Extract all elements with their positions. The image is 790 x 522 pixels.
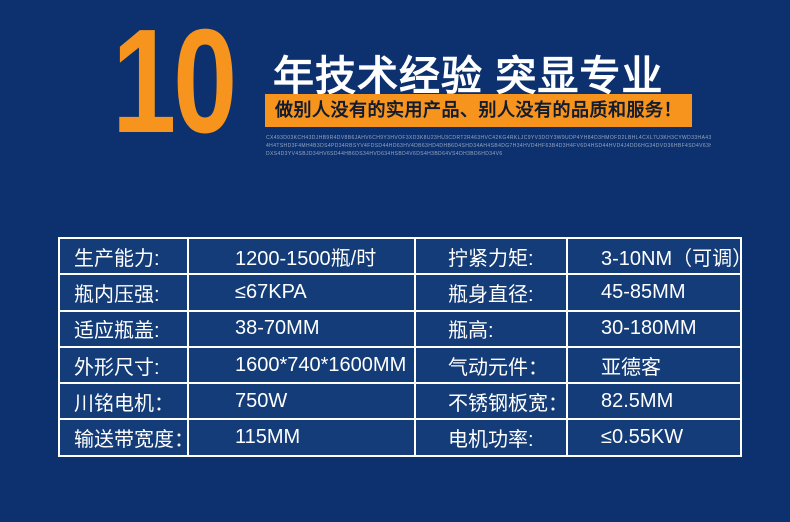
spec-value: 82.5MM — [568, 384, 740, 419]
spec-label: 拧紧力矩: — [416, 239, 566, 274]
spec-label: 输送带宽度： — [60, 420, 187, 455]
spec-table: 生产能力: 1200-1500瓶/时 拧紧力矩: 3-10NM（可调） 瓶内压强… — [58, 237, 742, 457]
spec-label: 气动元件： — [416, 347, 566, 383]
header-title: 年技术经验 突显专业 — [273, 53, 664, 99]
spec-label: 瓶内压强: — [60, 275, 187, 310]
spec-label: 生产能力: — [60, 239, 187, 274]
spec-value: 115MM — [189, 420, 414, 455]
spec-value: 38-70MM — [189, 311, 414, 346]
spec-label: 外形尺寸: — [60, 347, 187, 383]
spec-value: 1600*740*1600MM — [189, 347, 414, 383]
spec-label: 电机功率: — [416, 420, 566, 455]
header-banner: 做别人没有的实用产品、别人没有的品质和服务！ — [265, 94, 692, 127]
spec-value: ≤67KPA — [189, 275, 414, 310]
spec-value: 1200-1500瓶/时 — [189, 239, 414, 274]
spec-label: 瓶高: — [416, 311, 566, 346]
spec-value: 3-10NM（可调） — [568, 239, 740, 274]
spec-label: 适应瓶盖: — [60, 311, 187, 346]
spec-value: ≤0.55KW — [568, 420, 740, 455]
fine-print-line: CX493D03KCH43DJHB9R4DV8B6JAHV6CH9Y3HVOF3… — [266, 135, 711, 141]
fine-print-line: DXS4D3YV4SBJD34HV6SD44HB6DS34HVD634HSBD4… — [266, 151, 503, 157]
spec-value: 亚德客 — [568, 347, 740, 383]
spec-label: 瓶身直径: — [416, 275, 566, 310]
fine-print: CX493D03KCH43DJHB9R4DV8B6JAHV6CH9Y3HVOF3… — [266, 134, 711, 158]
spec-label: 川铭电机： — [60, 384, 187, 419]
spec-label: 不锈钢板宽： — [416, 384, 566, 419]
spec-value: 30-180MM — [568, 311, 740, 346]
spec-value: 45-85MM — [568, 275, 740, 310]
spec-value: 750W — [189, 384, 414, 419]
big-number-10: 10 — [112, 0, 237, 164]
fine-print-line: 4H4TSHD3F4MH4B3DS4PD34RBSYV4FDSD44HD63HV… — [266, 143, 711, 149]
